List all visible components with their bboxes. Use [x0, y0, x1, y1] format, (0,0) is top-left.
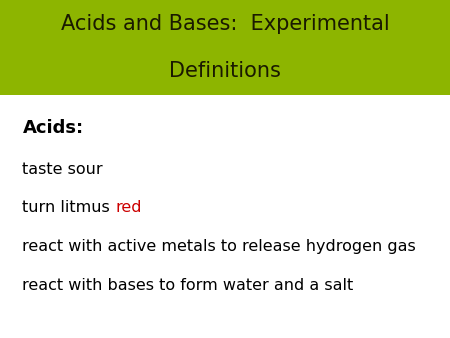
Bar	[0, 0, 450, 95]
Text: turn litmus: turn litmus	[22, 200, 115, 215]
Text: Definitions: Definitions	[169, 61, 281, 81]
Text: react with active metals to release hydrogen gas: react with active metals to release hydr…	[22, 239, 416, 254]
Text: react with bases to form water and a salt: react with bases to form water and a sal…	[22, 278, 354, 293]
Text: taste sour: taste sour	[22, 162, 103, 176]
Text: Acids and Bases:  Experimental: Acids and Bases: Experimental	[61, 14, 389, 34]
Text: red: red	[115, 200, 142, 215]
Text: Acids:: Acids:	[22, 119, 84, 138]
